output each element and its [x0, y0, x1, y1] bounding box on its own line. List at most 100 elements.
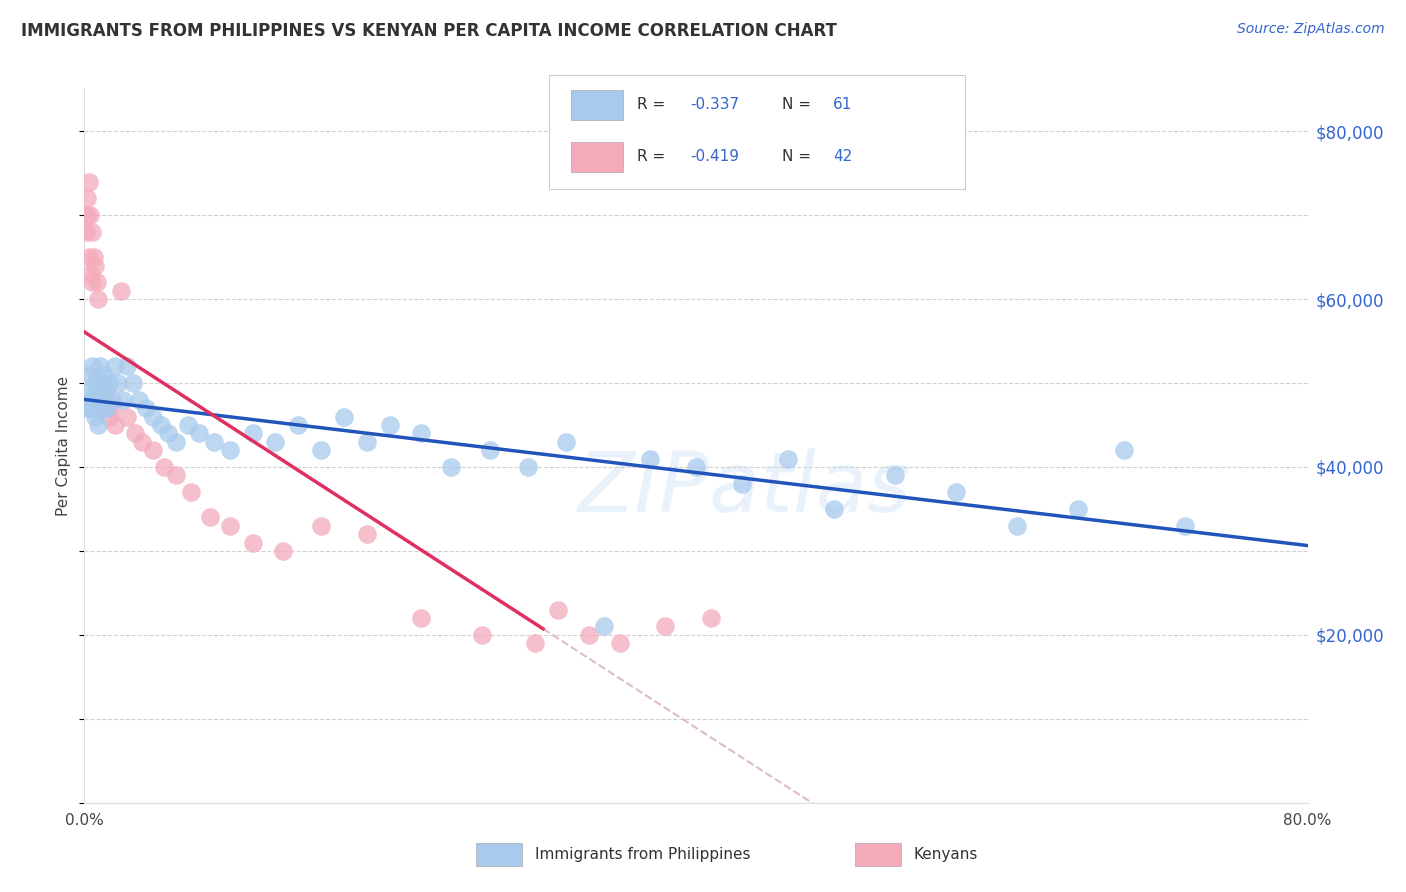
Point	[91, 401, 114, 416]
Point	[409, 611, 432, 625]
Point	[104, 359, 127, 374]
Point	[96, 401, 118, 416]
Point	[202, 434, 225, 449]
Point	[131, 434, 153, 449]
Point	[380, 417, 402, 432]
Point	[111, 392, 134, 407]
Point	[79, 401, 101, 416]
Point	[90, 376, 112, 390]
Point	[547, 603, 569, 617]
Point	[609, 636, 631, 650]
Point	[89, 359, 111, 374]
Point	[91, 376, 114, 390]
Point	[124, 426, 146, 441]
Text: R =: R =	[637, 150, 671, 164]
Point	[89, 392, 111, 407]
Point	[84, 259, 107, 273]
Point	[242, 535, 264, 549]
Point	[478, 443, 501, 458]
Point	[149, 417, 172, 432]
Text: Immigrants from Philippines: Immigrants from Philippines	[534, 847, 749, 862]
Point	[80, 225, 103, 239]
Point	[89, 392, 111, 407]
Point	[97, 376, 120, 390]
Point	[86, 376, 108, 390]
Point	[516, 460, 538, 475]
FancyBboxPatch shape	[571, 90, 623, 120]
Point	[135, 401, 157, 416]
Point	[77, 250, 100, 264]
Text: N =: N =	[782, 150, 815, 164]
Point	[180, 485, 202, 500]
Point	[271, 544, 294, 558]
Point	[218, 443, 240, 458]
Point	[311, 518, 333, 533]
Point	[188, 426, 211, 441]
Point	[471, 628, 494, 642]
Point	[94, 384, 117, 399]
Point	[80, 275, 103, 289]
Point	[83, 250, 105, 264]
Point	[157, 426, 180, 441]
Point	[731, 476, 754, 491]
Point	[1067, 502, 1090, 516]
Point	[104, 417, 127, 432]
Point	[945, 485, 967, 500]
Point	[80, 392, 103, 407]
Text: 42: 42	[832, 150, 852, 164]
Point	[198, 510, 221, 524]
Point	[593, 619, 616, 633]
Point	[1005, 518, 1028, 533]
Y-axis label: Per Capita Income: Per Capita Income	[56, 376, 72, 516]
Point	[79, 208, 101, 222]
Text: Kenyans: Kenyans	[914, 847, 979, 862]
Point	[142, 443, 165, 458]
Point	[110, 284, 132, 298]
Point	[77, 175, 100, 189]
Point	[97, 409, 120, 424]
Point	[84, 384, 107, 399]
Point	[76, 401, 98, 416]
Point	[1174, 518, 1197, 533]
Point	[165, 468, 187, 483]
Point	[1114, 443, 1136, 458]
Point	[218, 518, 240, 533]
Text: R =: R =	[637, 97, 671, 112]
Point	[75, 225, 97, 239]
Point	[165, 434, 187, 449]
Point	[333, 409, 356, 424]
Point	[242, 426, 264, 441]
Point	[107, 376, 129, 390]
Point	[87, 392, 110, 407]
FancyBboxPatch shape	[855, 843, 901, 865]
Point	[153, 460, 176, 475]
Point	[76, 208, 98, 222]
Point	[287, 417, 309, 432]
FancyBboxPatch shape	[550, 75, 965, 189]
Point	[76, 191, 98, 205]
Point	[115, 409, 138, 424]
Point	[128, 392, 150, 407]
Point	[101, 392, 124, 407]
Text: -0.419: -0.419	[690, 150, 740, 164]
Point	[311, 443, 333, 458]
Text: Source: ZipAtlas.com: Source: ZipAtlas.com	[1237, 22, 1385, 37]
Point	[87, 417, 110, 432]
Point	[823, 502, 845, 516]
Point	[685, 460, 707, 475]
Point	[177, 417, 200, 432]
Point	[776, 451, 799, 466]
Point	[84, 409, 107, 424]
Point	[700, 611, 723, 625]
Point	[77, 384, 100, 399]
Point	[654, 619, 676, 633]
Point	[409, 426, 432, 441]
Text: ZIPatlas: ZIPatlas	[578, 449, 911, 529]
Point	[93, 368, 115, 382]
Point	[79, 267, 101, 281]
Point	[142, 409, 165, 424]
Text: 61: 61	[832, 97, 852, 112]
Point	[115, 359, 138, 374]
Point	[440, 460, 463, 475]
Point	[86, 275, 108, 289]
